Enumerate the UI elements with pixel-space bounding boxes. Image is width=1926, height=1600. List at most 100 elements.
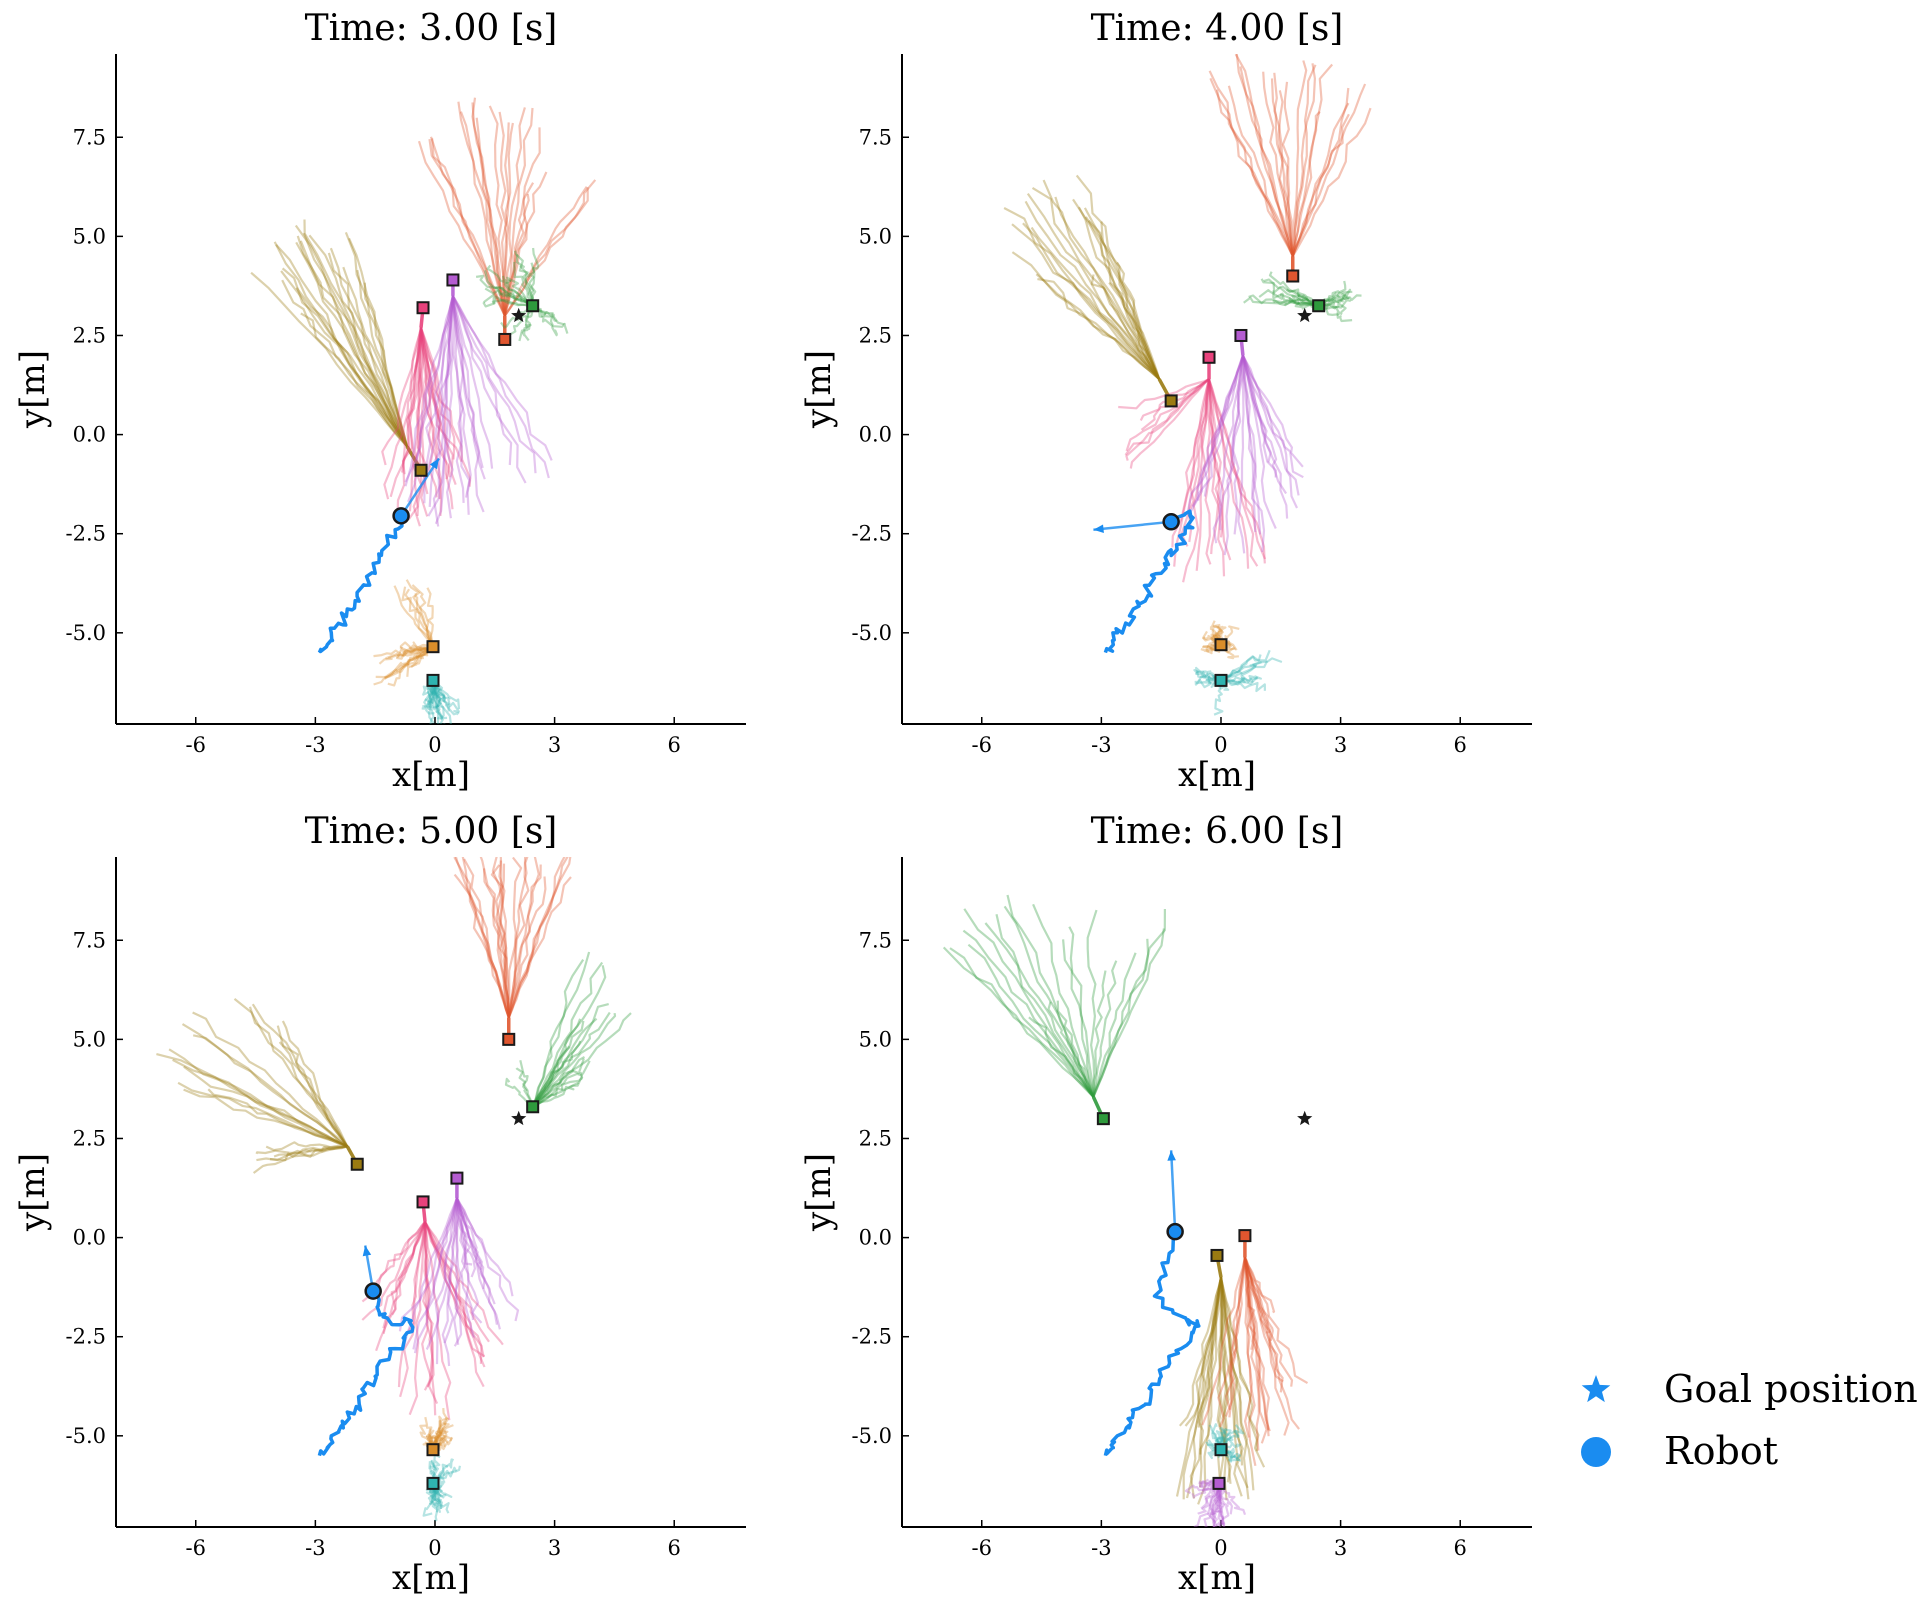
prediction-line <box>423 1221 452 1421</box>
prediction-line <box>1224 1257 1246 1411</box>
prediction-line <box>502 122 510 316</box>
prediction-line <box>401 327 423 473</box>
prediction-line <box>1003 207 1161 380</box>
y-tick-label: -2.5 <box>852 522 893 546</box>
prediction-line <box>427 295 454 517</box>
y-tick-label: 5.0 <box>73 1027 106 1051</box>
prediction-line <box>531 1017 598 1108</box>
robot-heading-arrow <box>1169 1150 1177 1232</box>
prediction-line <box>1241 355 1266 553</box>
prediction-line <box>381 327 423 466</box>
x-tick-label: 6 <box>1454 733 1467 757</box>
prediction-line <box>431 138 506 317</box>
prediction-line <box>419 327 451 478</box>
robot-heading-arrow <box>400 457 441 517</box>
prediction-line <box>451 295 513 466</box>
prediction-line <box>949 947 1095 1098</box>
prediction-line <box>1022 222 1161 380</box>
prediction-line <box>382 1221 427 1329</box>
prediction-line <box>531 1040 582 1108</box>
prediction-line <box>1241 355 1288 495</box>
prediction-line <box>1227 85 1294 257</box>
prediction-line <box>1243 1256 1309 1385</box>
prediction-line <box>1272 299 1319 307</box>
prediction-line <box>1092 952 1137 1098</box>
prediction-line <box>1219 1277 1249 1489</box>
prediction-line <box>531 958 585 1108</box>
prediction-line <box>423 1221 435 1388</box>
prediction-line <box>423 295 454 504</box>
y-tick-label: 2.5 <box>73 1126 106 1150</box>
prediction-line <box>412 1197 458 1350</box>
prediction-line <box>453 1197 463 1347</box>
prediction-line <box>1262 71 1294 257</box>
prediction-line <box>383 327 423 500</box>
x-tick-label: -3 <box>305 733 325 757</box>
agent-olive-marker <box>1164 394 1178 408</box>
prediction-line <box>507 857 540 1018</box>
prediction-line <box>426 587 435 647</box>
prediction-line <box>1204 379 1212 565</box>
prediction-line <box>273 1145 348 1158</box>
prediction-line <box>1291 60 1308 257</box>
prediction-line <box>1243 1257 1290 1436</box>
x-tick-label: -6 <box>186 733 206 757</box>
prediction-line <box>1260 278 1320 307</box>
agent-teal-predictions <box>422 1453 461 1522</box>
panel-2: Time: 4.00 [s] -6 -3 0 3 6 -5.0 -2.5 0.0 2.5 5.0 7.… <box>799 8 1532 795</box>
prediction-line <box>532 1060 591 1108</box>
prediction-line <box>256 1145 348 1162</box>
prediction-line <box>419 327 438 498</box>
prediction-line <box>1011 251 1160 380</box>
panel-4: Time: 6.00 [s] -6 -3 0 3 6 -5.0 -2.5 0.0 2.5 5.0 7.… <box>799 811 1532 1598</box>
prediction-line <box>1185 1277 1223 1499</box>
prediction-line <box>399 1221 427 1398</box>
y-tick-label: 7.5 <box>73 928 106 952</box>
prediction-line <box>484 270 534 307</box>
prediction-line <box>413 1197 458 1354</box>
prediction-line <box>1077 206 1161 380</box>
prediction-line <box>1241 355 1277 529</box>
agent-pink-marker <box>416 1195 430 1209</box>
prediction-line <box>1207 378 1266 564</box>
agent-green-marker <box>1096 1112 1110 1126</box>
y-tick-label: -5.0 <box>852 621 893 645</box>
prediction-line <box>265 1141 348 1152</box>
agent-purple-marker <box>450 1171 464 1185</box>
prediction-line <box>451 295 465 503</box>
prediction-line <box>1270 78 1294 257</box>
agent-orange-predictions <box>417 97 597 340</box>
prediction-line <box>1056 1000 1095 1098</box>
agent-pink-predictions <box>361 1201 504 1421</box>
prediction-line <box>503 107 526 316</box>
prediction-line <box>1011 223 1161 380</box>
prediction-line <box>280 270 409 448</box>
prediction-line <box>431 680 440 724</box>
y-tick-label: -2.5 <box>852 1325 893 1349</box>
prediction-line <box>1243 1257 1300 1430</box>
prediction-line <box>451 295 527 484</box>
prediction-line <box>269 1145 348 1162</box>
prediction-line <box>378 645 434 665</box>
prediction-line <box>423 1221 485 1388</box>
panel-title: Time: 5.00 [s] <box>305 811 558 852</box>
prediction-line <box>503 127 541 316</box>
prediction-line <box>503 122 514 316</box>
prediction-line <box>1195 379 1211 571</box>
agent-green-predictions <box>942 894 1166 1120</box>
prediction-line <box>1118 378 1210 410</box>
prediction-line <box>423 1221 483 1364</box>
prediction-line <box>1087 219 1161 380</box>
y-tick-label: 2.5 <box>73 323 106 347</box>
prediction-line <box>390 1221 427 1316</box>
prediction-line <box>443 1197 458 1344</box>
prediction-line <box>435 1197 458 1365</box>
prediction-line <box>281 267 409 448</box>
prediction-line <box>421 295 454 486</box>
prediction-line <box>1171 378 1211 548</box>
y-tick-label: -2.5 <box>66 1325 107 1349</box>
y-tick-label: -5.0 <box>852 1424 893 1448</box>
prediction-line <box>1291 111 1321 257</box>
agent-purple-predictions <box>1186 335 1304 556</box>
agent-purple-predictions <box>404 279 553 527</box>
